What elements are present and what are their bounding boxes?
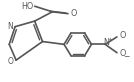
Text: O: O (70, 9, 77, 18)
Text: O: O (119, 49, 126, 58)
Text: −: − (124, 52, 130, 61)
Text: O: O (119, 31, 126, 41)
Text: HO: HO (22, 2, 34, 11)
Text: O: O (8, 57, 14, 66)
Text: +: + (107, 37, 112, 42)
Text: N: N (7, 22, 13, 31)
Text: N: N (103, 38, 109, 47)
